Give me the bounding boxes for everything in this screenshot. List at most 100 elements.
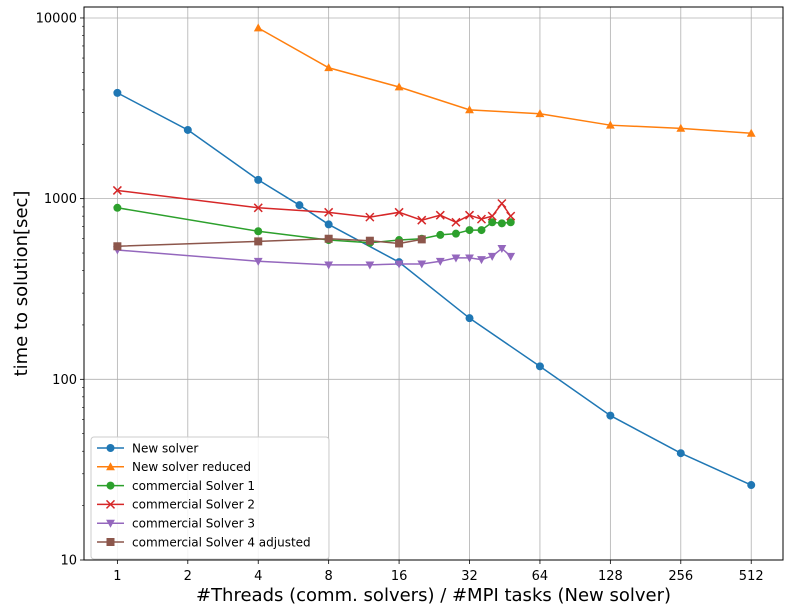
legend-item: commercial Solver 1: [97, 479, 255, 493]
data-point: [106, 519, 115, 528]
data-point: [451, 229, 460, 238]
data-point: [113, 203, 122, 212]
data-point: [747, 481, 756, 490]
data-point: [676, 123, 686, 132]
data-point: [451, 217, 461, 227]
data-point: [106, 444, 115, 452]
data-point: [465, 226, 474, 235]
data-point: [746, 128, 756, 137]
data-point: [113, 88, 122, 97]
data-point: [465, 314, 474, 323]
data-point: [497, 219, 506, 228]
data-point-stroke: [476, 214, 487, 224]
legend-box: [90, 436, 330, 560]
legend-item: commercial Solver 4 adjusted: [97, 535, 311, 549]
data-point: [106, 462, 115, 471]
legend-label: commercial Solver 2: [132, 498, 255, 512]
y-tick-label: 10000: [36, 11, 77, 26]
data-point: [395, 239, 404, 248]
data-point-stroke: [365, 212, 375, 222]
data-point-stroke: [253, 203, 263, 213]
data-point: [435, 210, 445, 220]
legend-item: commercial Solver 2: [97, 498, 255, 512]
data-point: [324, 220, 333, 229]
data-point: [253, 23, 263, 32]
legend-label: commercial Solver 4 adjusted: [132, 535, 311, 549]
data-point: [417, 260, 427, 269]
legend-label: New solver: [132, 441, 198, 455]
data-point: [436, 230, 445, 239]
data-point: [365, 261, 375, 270]
y-tick-label: 1000: [44, 192, 77, 207]
series-line: [117, 247, 512, 266]
data-point-stroke: [417, 215, 427, 225]
data-point: [106, 481, 115, 490]
data-point: [476, 214, 487, 224]
legend-label: New solver reduced: [132, 460, 251, 474]
legend-label: commercial Solver 1: [132, 479, 255, 493]
data-point: [487, 211, 497, 221]
data-point: [254, 237, 263, 246]
x-tick-label: 1: [113, 569, 121, 584]
data-point: [365, 212, 375, 222]
legend-label: commercial Solver 3: [132, 517, 255, 531]
data-point: [324, 234, 333, 243]
data-point: [394, 260, 404, 269]
legend-item: New solver: [97, 441, 198, 455]
data-point: [105, 499, 116, 509]
data-point-stroke: [506, 211, 516, 221]
data-point-stroke: [464, 210, 475, 220]
data-point: [676, 449, 685, 458]
data-point: [487, 252, 497, 261]
x-tick-label: 64: [532, 569, 549, 584]
legend: New solver New solver reduced commercial S…: [90, 436, 330, 560]
series-line: [117, 207, 511, 244]
data-point: [365, 236, 374, 245]
data-point: [324, 207, 334, 217]
legend-item: New solver reduced: [97, 460, 251, 474]
data-point: [254, 227, 263, 236]
data-point: [324, 63, 334, 72]
data-point: [112, 185, 122, 195]
data-point: [417, 235, 426, 244]
data-point: [106, 538, 115, 546]
data-point-stroke: [435, 210, 445, 220]
series-1: [113, 88, 756, 490]
series-5: [112, 245, 516, 270]
data-point: [606, 411, 615, 420]
series-4: [112, 185, 516, 227]
data-point: [465, 105, 474, 114]
x-tick-label: 512: [739, 569, 764, 584]
data-point: [394, 82, 404, 91]
series-6: [113, 234, 426, 251]
data-point: [506, 218, 515, 227]
data-point: [506, 211, 516, 221]
y-tick-label: 10: [60, 554, 77, 569]
data-point: [535, 362, 544, 371]
data-point: [183, 125, 192, 134]
data-point: [488, 218, 497, 227]
data-point: [253, 203, 263, 213]
data-point: [464, 210, 475, 220]
data-point: [477, 226, 486, 235]
data-point-stroke: [497, 198, 507, 209]
data-point: [253, 257, 263, 266]
series-line: [257, 27, 752, 135]
x-tick-label: 4: [254, 569, 262, 584]
legend-item: commercial Solver 3: [97, 517, 255, 531]
series-3: [113, 203, 515, 247]
x-tick-label: 2: [184, 569, 192, 584]
data-point: [394, 207, 404, 217]
data-point: [254, 175, 263, 184]
data-point: [417, 215, 427, 225]
series-layer: [112, 23, 756, 490]
data-point: [497, 198, 507, 209]
x-tick-label: 32: [461, 569, 478, 584]
axis-ticks: 1 2 4 8 16 32 64 128 256 512 10 100 1000 10000: [36, 11, 764, 584]
data-point-stroke: [105, 499, 116, 509]
data-point: [451, 254, 461, 263]
y-axis-label: time to solution[sec]: [11, 191, 32, 377]
series-2: [253, 23, 756, 137]
data-point-stroke: [451, 217, 461, 227]
